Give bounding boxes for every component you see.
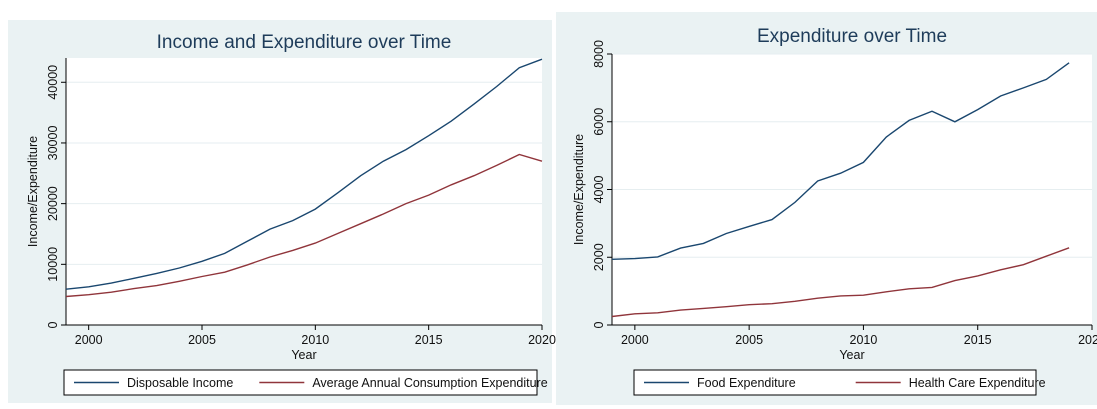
y-tick-label: 4000 [592,176,606,204]
plot-area [66,58,542,325]
x-tick-label: 2005 [735,333,763,347]
y-tick-label: 6000 [592,108,606,136]
x-tick-label: 2005 [188,333,216,347]
series-line-2 [65,153,543,298]
series-line-1 [65,58,543,290]
x-tick-label: 2020 [1078,333,1097,347]
y-tick-label: 0 [46,321,60,328]
y-tick-label: 0 [592,321,606,328]
y-tick-label: 2000 [592,243,606,271]
legend-label-2: Average Annual Consumption Expenditure [312,376,547,390]
x-tick-label: 2000 [75,333,103,347]
y-tick-label: 20000 [46,186,60,221]
y-tick-label: 8000 [592,40,606,68]
y-axis-title: Income/Expenditure [26,136,40,247]
legend-label-1: Food Expenditure [697,376,796,390]
x-tick-label: 2000 [621,333,649,347]
y-axis-title: Income/Expenditure [572,134,586,245]
legend-label-2: Health Care Expenditure [909,376,1046,390]
y-tick-label: 40000 [46,65,60,100]
x-tick-label: 2010 [850,333,878,347]
series-line-2 [611,247,1070,318]
x-tick-label: 2010 [301,333,329,347]
y-tick-label: 10000 [46,247,60,282]
x-axis-title: Year [291,348,316,362]
chart-title: Expenditure over Time [757,26,947,47]
chart-title: Income and Expenditure over Time [157,32,452,53]
legend-box [633,369,1037,396]
x-axis-title: Year [839,348,864,362]
legend-label-1: Disposable Income [127,376,233,390]
x-tick-label: 2020 [528,333,556,347]
series-line-1 [611,62,1070,260]
x-tick-label: 2015 [964,333,992,347]
x-tick-label: 2015 [415,333,443,347]
y-tick-label: 30000 [46,126,60,161]
